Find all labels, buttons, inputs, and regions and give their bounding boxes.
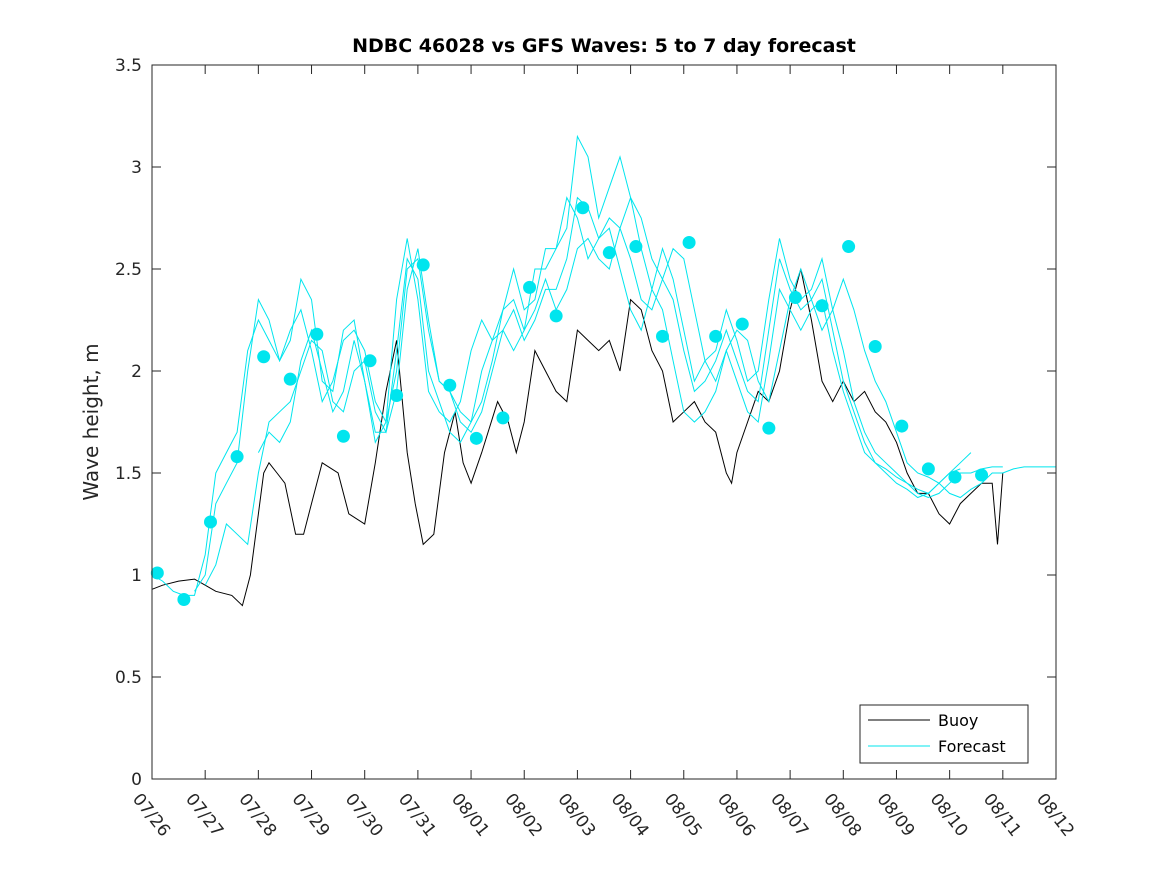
x-tick-label: 08/08 [819,790,865,841]
forecast-marker [363,354,377,368]
x-tick-label: 07/31 [394,790,440,841]
forecast-series-line [257,196,972,494]
forecast-marker [655,329,669,343]
forecast-marker [921,462,935,476]
x-tick-label: 08/05 [660,790,706,841]
forecast-marker [549,309,563,323]
y-tick-label: 1 [131,566,142,586]
forecast-marker [576,201,590,215]
y-tick-label: 3 [131,158,142,178]
forecast-marker [975,468,989,482]
forecast-marker [735,317,749,331]
y-tick-label: 1.5 [115,464,142,484]
legend: Buoy Forecast [859,704,1029,764]
y-tick-label: 0 [131,770,142,790]
series-layer [150,134,1056,607]
x-tick-label: 08/11 [979,790,1025,841]
x-tick-label: 07/27 [181,790,227,841]
forecast-marker [203,515,217,529]
buoy-series-line [151,268,1004,607]
forecast-marker [257,350,271,364]
forecast-marker [762,421,776,435]
forecast-marker [496,411,510,425]
x-tick-label: 08/01 [447,790,493,841]
chart-title: NDBC 46028 vs GFS Waves: 5 to 7 day fore… [352,35,856,57]
plot-area [152,65,1056,779]
forecast-marker [469,431,483,445]
x-tick-label: 08/03 [553,790,599,841]
forecast-marker [390,388,404,402]
legend-forecast-label: Forecast [938,737,1006,756]
forecast-marker [443,378,457,392]
forecast-marker [709,329,723,343]
y-tick-label: 2 [131,362,142,382]
forecast-series-line [151,196,1056,596]
forecast-marker [682,235,696,249]
forecast-marker [416,258,430,272]
x-tick-label: 08/09 [873,790,919,841]
forecast-marker [336,429,350,443]
forecast-marker [948,470,962,484]
x-tick-label: 07/30 [341,790,387,841]
forecast-marker [895,419,909,433]
legend-buoy-label: Buoy [938,711,978,730]
forecast-marker [868,340,882,354]
forecast-marker [283,372,297,386]
forecast-marker [629,240,643,254]
x-tick-label: 08/02 [500,790,546,841]
forecast-marker [602,246,616,260]
x-tick-label: 08/04 [607,790,653,841]
y-tick-labels: 0 0.5 1 1.5 2 2.5 3 3.5 [115,56,142,790]
y-tick-label: 0.5 [115,668,142,688]
forecast-marker [177,592,191,606]
forecast-marker [150,566,164,580]
forecast-marker [788,291,802,305]
x-tick-label: 08/06 [713,790,759,841]
forecast-marker [230,450,244,464]
forecast-marker [523,280,537,294]
x-tick-label: 08/12 [1032,790,1078,841]
y-tick-label: 2.5 [115,260,142,280]
legend-box [859,704,1029,764]
x-tick-label: 07/29 [288,790,334,841]
forecast-marker [815,299,829,313]
forecast-series-line [194,134,1003,592]
x-tick-label: 08/10 [926,790,972,841]
forecast-marker [842,240,856,254]
x-tick-label: 07/26 [128,790,174,841]
y-axis-title: Wave height, m [79,343,103,500]
x-tick-label: 07/28 [234,790,280,841]
x-tick-labels: 07/26 07/27 07/28 07/29 07/30 07/31 08/01 08/02… [128,790,1078,841]
x-tick-label: 08/07 [766,790,812,841]
forecast-marker [310,327,324,341]
plot-frame [151,64,1057,780]
y-tick-label: 3.5 [115,56,142,76]
